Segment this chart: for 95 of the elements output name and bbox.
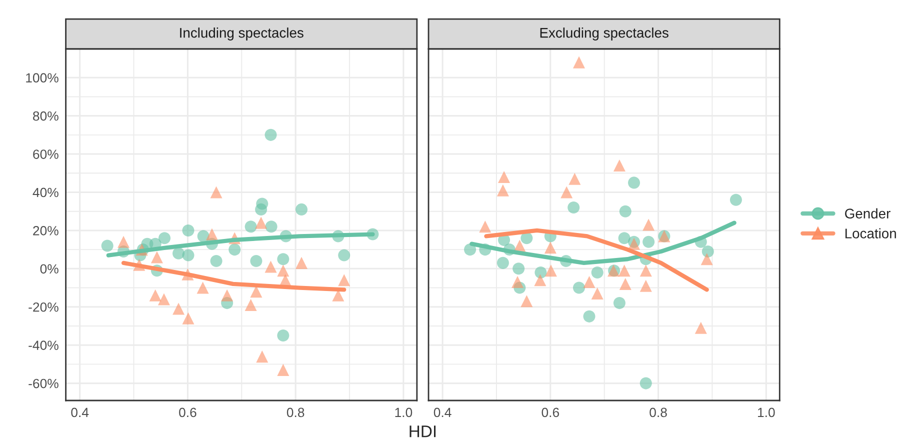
point	[591, 266, 604, 279]
x-tick-label: 0.8	[650, 408, 667, 418]
point	[118, 236, 130, 248]
point	[338, 249, 350, 262]
y-tick-label: -40%	[28, 340, 58, 350]
point	[206, 228, 218, 240]
x-tick-label: 1.0	[395, 408, 412, 418]
point	[642, 236, 655, 248]
x-axis-title: HDI	[410, 426, 436, 438]
point	[277, 264, 290, 277]
point	[642, 218, 655, 231]
point	[464, 244, 476, 256]
chart-title: Excluding spectacles	[540, 28, 668, 40]
point	[182, 249, 194, 262]
point	[534, 274, 546, 286]
point	[702, 245, 714, 258]
point	[244, 220, 257, 233]
legend-label: Location	[845, 228, 896, 238]
point	[568, 172, 581, 185]
point	[182, 224, 194, 236]
point	[534, 266, 547, 279]
point	[255, 216, 268, 229]
chart-title: Including spectacles	[180, 28, 304, 40]
point	[640, 377, 652, 390]
point	[583, 310, 596, 322]
point	[150, 251, 163, 264]
point	[613, 297, 626, 310]
point	[568, 202, 580, 214]
point	[264, 128, 277, 141]
y-tick-label: 40%	[32, 188, 58, 198]
point	[512, 262, 525, 275]
y-tick-label: 80%	[33, 111, 58, 121]
point	[496, 184, 509, 196]
point	[700, 253, 713, 266]
point	[228, 244, 241, 256]
point	[572, 56, 586, 68]
line-series	[121, 260, 346, 292]
point	[618, 264, 630, 277]
point	[250, 286, 262, 298]
y-tick-label: -20%	[28, 302, 58, 312]
point	[295, 256, 308, 269]
x-tick-label: 0.8	[286, 408, 304, 418]
point	[158, 232, 171, 244]
point	[210, 255, 222, 268]
y-tick-label: 60%	[33, 150, 58, 159]
point	[572, 282, 586, 294]
point	[295, 203, 308, 216]
point	[640, 264, 652, 277]
point	[256, 350, 268, 363]
point	[520, 295, 533, 308]
point	[628, 176, 640, 189]
x-tick-label: 0.4	[71, 408, 89, 418]
point	[520, 232, 533, 244]
point	[544, 264, 557, 277]
point	[498, 170, 510, 183]
point	[255, 203, 268, 216]
x-tick-label: 0.6	[179, 408, 196, 418]
legend-label: Gender	[845, 208, 890, 219]
x-tick-label: 0.6	[542, 408, 560, 418]
point	[221, 289, 234, 302]
point	[196, 282, 209, 294]
point	[619, 205, 632, 218]
point	[250, 255, 262, 268]
point	[265, 220, 278, 233]
point	[149, 289, 162, 302]
point	[512, 276, 524, 288]
point	[619, 278, 632, 290]
y-tick-label: 0%	[40, 264, 58, 274]
x-tick-label: 0.4	[434, 408, 452, 418]
point	[640, 280, 652, 292]
point	[479, 220, 492, 233]
y-tick-label: -60%	[28, 378, 58, 388]
point	[560, 186, 573, 198]
y-tick-label: 20%	[33, 226, 58, 236]
point	[277, 364, 290, 376]
point	[694, 322, 707, 334]
point	[730, 194, 742, 206]
point	[101, 240, 114, 252]
point	[277, 253, 290, 266]
point	[182, 312, 194, 324]
point	[277, 330, 290, 342]
point	[591, 287, 604, 300]
point	[158, 293, 170, 306]
point	[618, 232, 630, 244]
point	[264, 260, 277, 273]
point	[338, 274, 350, 286]
point	[613, 159, 626, 172]
point	[583, 276, 596, 288]
point	[172, 302, 185, 315]
y-tick-label: 100%	[26, 73, 58, 83]
point	[244, 298, 257, 311]
x-tick-label: 1.0	[758, 408, 775, 418]
point	[496, 256, 509, 269]
point	[544, 242, 556, 254]
point	[210, 186, 222, 198]
